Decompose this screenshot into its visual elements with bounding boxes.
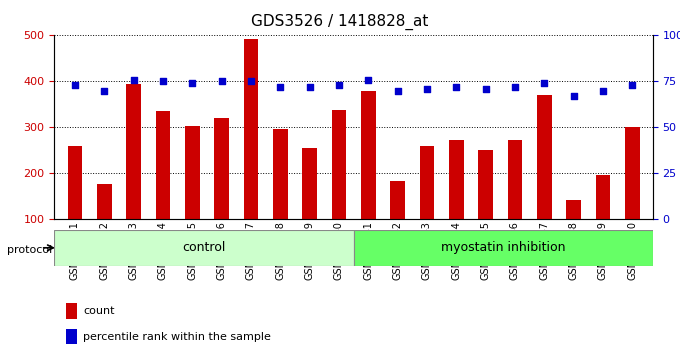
Bar: [97, 184, 112, 266]
Bar: [507, 140, 522, 266]
Point: [128, 77, 139, 82]
Point: [627, 82, 638, 88]
Bar: [126, 84, 141, 266]
Bar: [390, 181, 405, 266]
Bar: [214, 118, 229, 266]
Bar: [332, 110, 346, 266]
Bar: [478, 150, 493, 266]
Bar: [625, 127, 640, 266]
Text: count: count: [83, 306, 115, 316]
Point: [451, 84, 462, 90]
Bar: [67, 329, 77, 344]
Text: percentile rank within the sample: percentile rank within the sample: [83, 332, 271, 342]
Point: [598, 88, 609, 93]
Point: [275, 84, 286, 90]
Bar: [566, 200, 581, 266]
FancyBboxPatch shape: [354, 230, 653, 266]
Point: [363, 77, 374, 82]
Text: control: control: [182, 241, 226, 254]
Text: myostatin inhibition: myostatin inhibition: [441, 241, 566, 254]
Point: [158, 79, 169, 84]
Point: [392, 88, 403, 93]
Point: [509, 84, 520, 90]
Text: GDS3526 / 1418828_at: GDS3526 / 1418828_at: [252, 14, 428, 30]
Bar: [420, 146, 435, 266]
Point: [539, 80, 549, 86]
Point: [422, 86, 432, 92]
Bar: [537, 95, 551, 266]
Bar: [156, 111, 170, 266]
Bar: [361, 91, 375, 266]
Point: [304, 84, 315, 90]
Bar: [243, 39, 258, 266]
Bar: [67, 303, 77, 319]
Bar: [449, 140, 464, 266]
Point: [187, 80, 198, 86]
Text: protocol: protocol: [7, 245, 52, 255]
Point: [568, 93, 579, 99]
Point: [216, 79, 227, 84]
Point: [245, 79, 256, 84]
Bar: [303, 148, 317, 266]
Point: [480, 86, 491, 92]
Point: [69, 82, 80, 88]
Bar: [596, 175, 610, 266]
Point: [333, 82, 344, 88]
Bar: [185, 126, 200, 266]
FancyBboxPatch shape: [54, 230, 354, 266]
Bar: [273, 129, 288, 266]
Point: [99, 88, 109, 93]
Bar: [67, 146, 82, 266]
